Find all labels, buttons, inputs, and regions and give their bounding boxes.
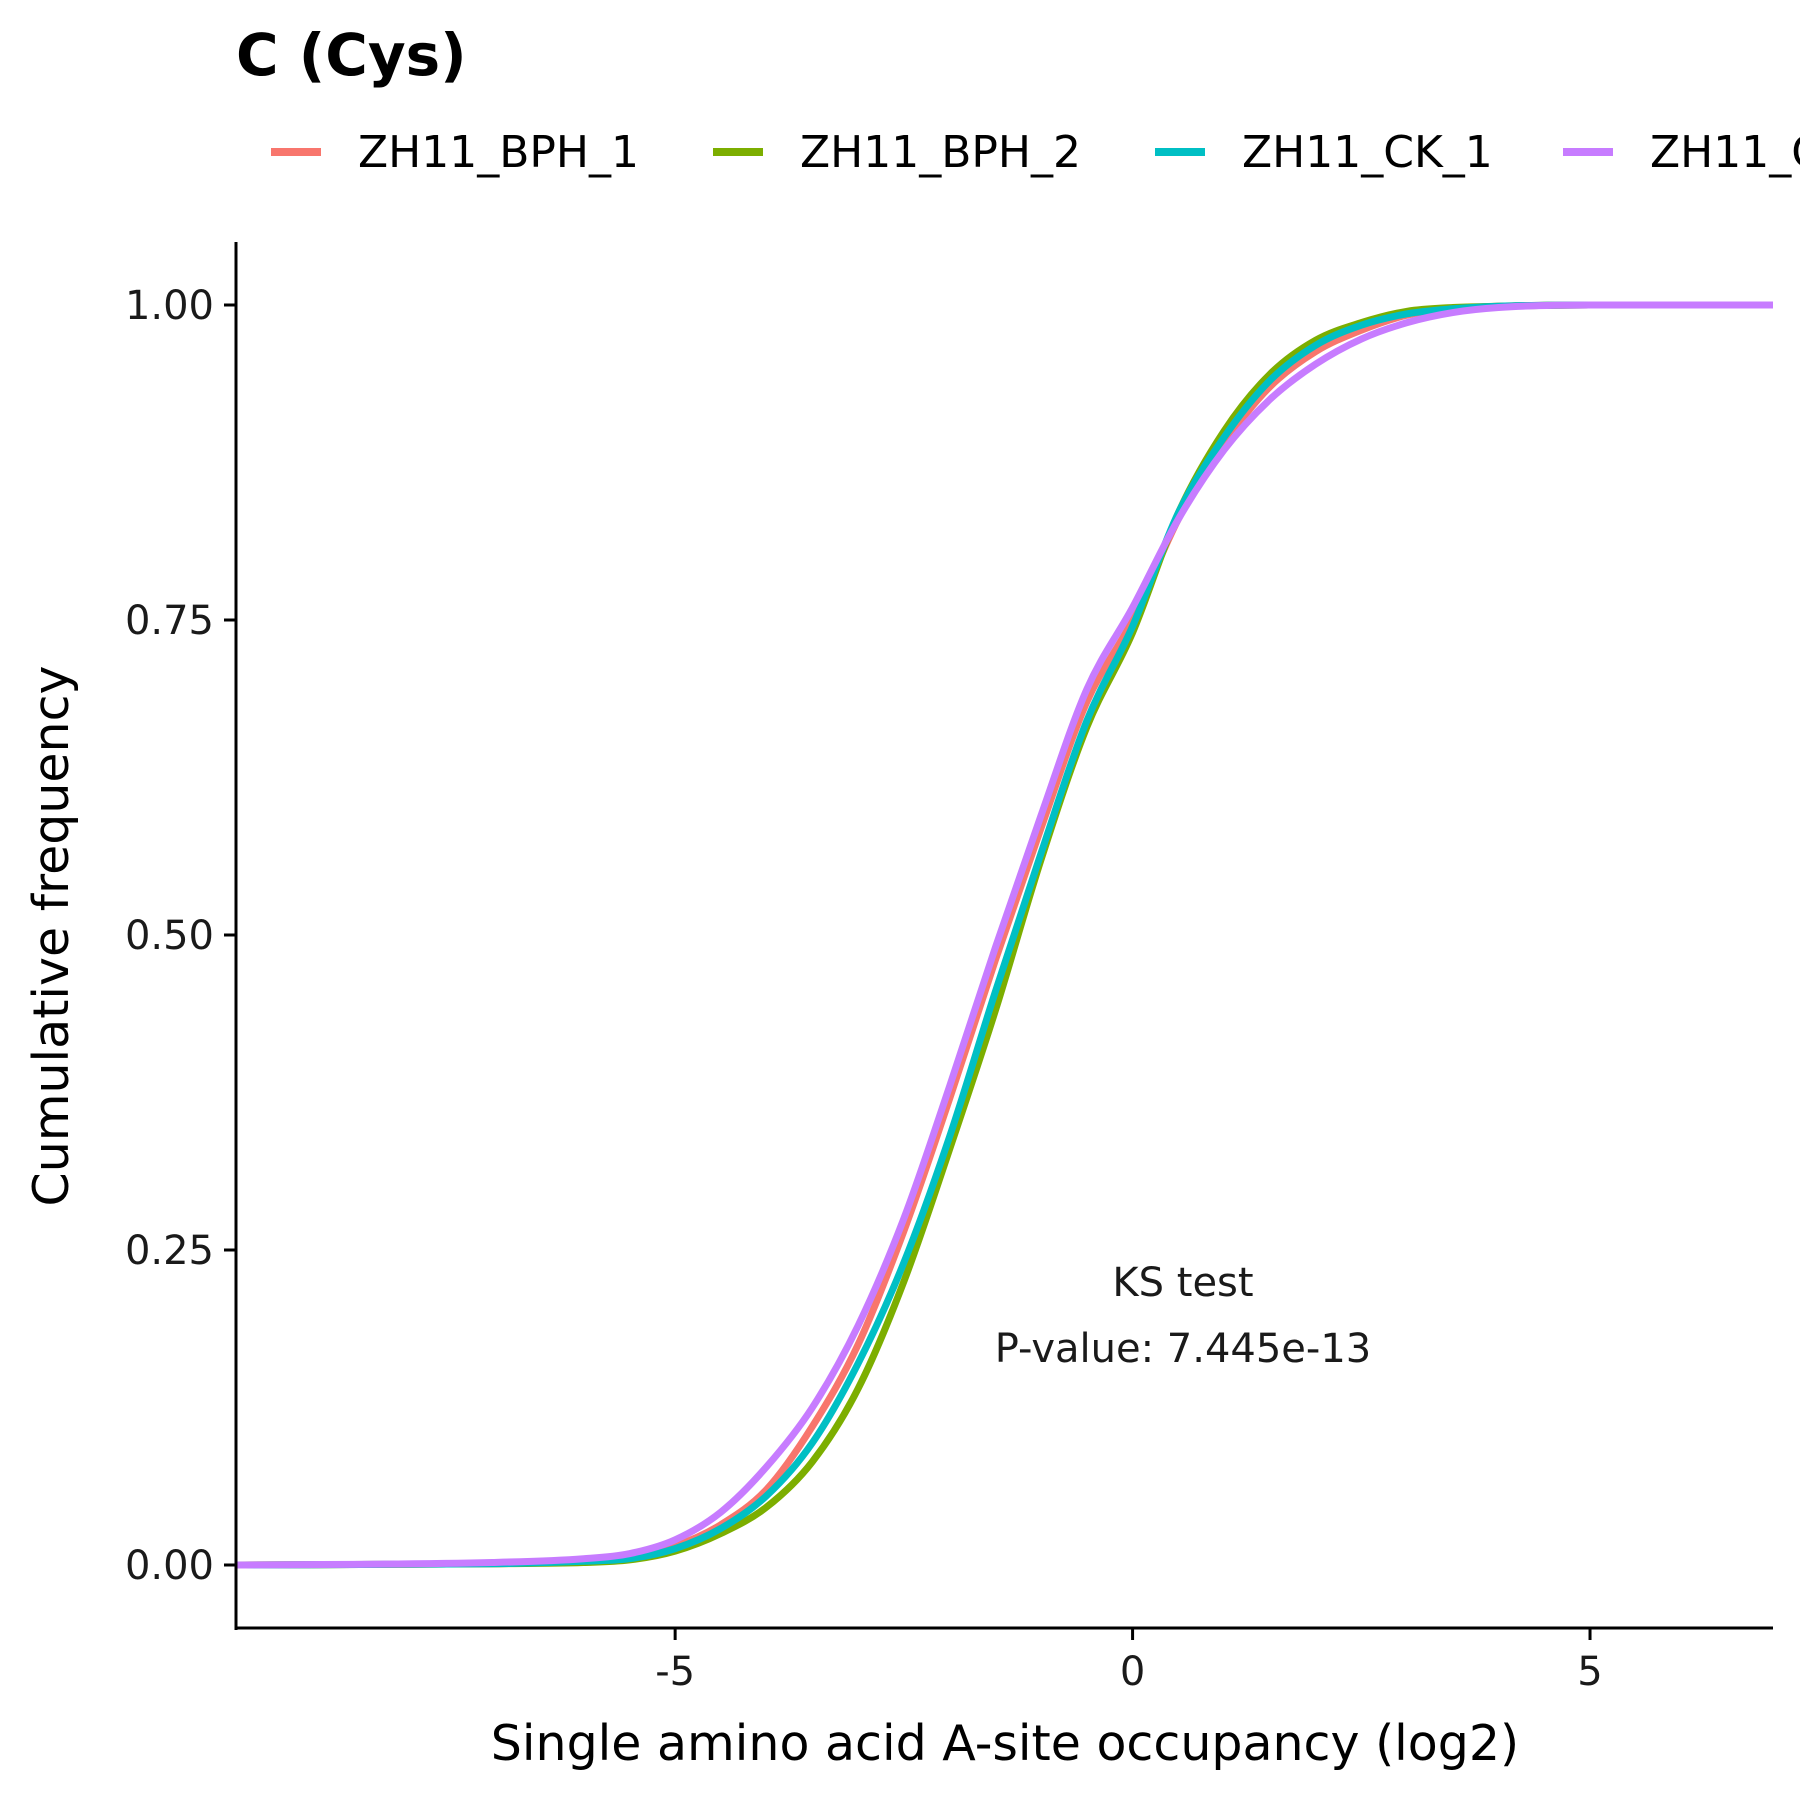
legend: ZH11_BPH_1 ZH11_BPH_2 ZH11_CK_1 ZH11_CK_2 bbox=[271, 127, 1800, 178]
y-tick-label: 0.50 bbox=[125, 913, 214, 959]
chart-title: C (Cys) bbox=[236, 21, 467, 89]
x-axis-title: Single amino acid A-site occupancy (log2… bbox=[491, 1715, 1519, 1772]
plot-lines bbox=[235, 301, 1773, 1569]
y-tick-label: 0.25 bbox=[125, 1228, 214, 1274]
y-axis-title: Cumulative frequency bbox=[23, 665, 80, 1206]
y-tick-label: 0.00 bbox=[125, 1543, 214, 1589]
x-axis-ticks: -5 0 5 bbox=[655, 1628, 1603, 1695]
x-tick-label: -5 bbox=[655, 1649, 695, 1695]
series-line-zh11-ck-2 bbox=[235, 301, 1773, 1569]
y-axis-ticks: 0.00 0.25 0.50 0.75 1.00 bbox=[125, 283, 236, 1589]
y-tick-label: 1.00 bbox=[125, 283, 214, 329]
x-tick-label: 5 bbox=[1577, 1649, 1602, 1695]
x-tick-label: 0 bbox=[1120, 1649, 1145, 1695]
y-tick-label: 0.75 bbox=[125, 598, 214, 644]
ks-test-label: KS test bbox=[1112, 1260, 1253, 1306]
legend-label: ZH11_BPH_1 bbox=[358, 127, 639, 178]
legend-label: ZH11_CK_2 bbox=[1650, 127, 1800, 178]
series-line-zh11-bph-1 bbox=[235, 301, 1773, 1569]
legend-label: ZH11_BPH_2 bbox=[800, 127, 1081, 178]
p-value-label: P-value: 7.445e-13 bbox=[995, 1326, 1372, 1372]
legend-label: ZH11_CK_1 bbox=[1242, 127, 1493, 178]
series-line-zh11-ck-1 bbox=[235, 301, 1773, 1569]
